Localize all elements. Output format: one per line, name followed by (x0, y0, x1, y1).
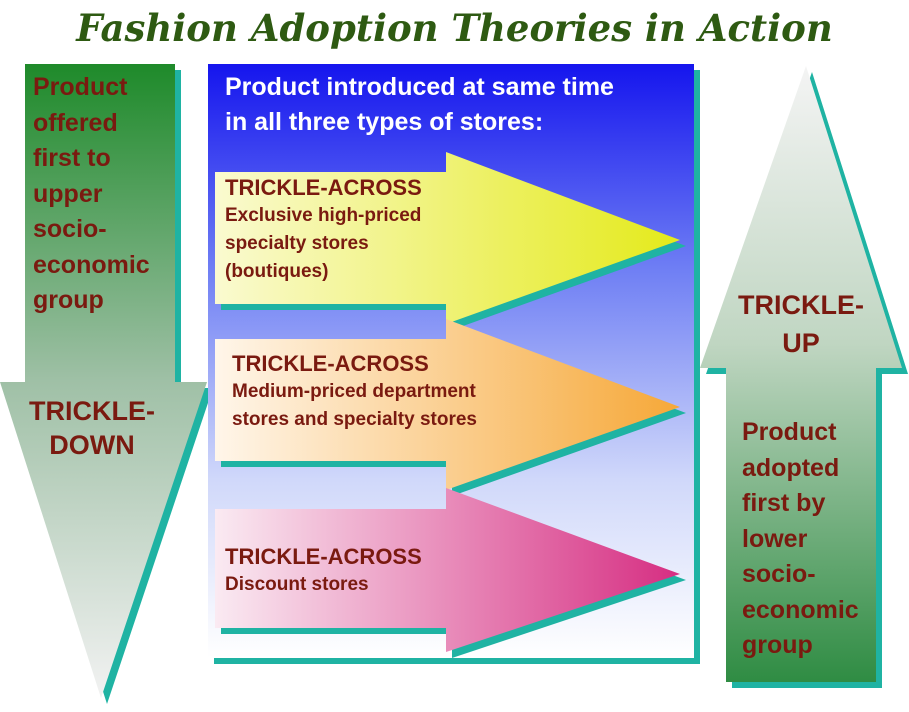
trickle-across-1-text: TRICKLE-ACROSS Exclusive high-priced spe… (225, 174, 495, 286)
text-line: upper (33, 179, 103, 208)
trickle-down-description: Product offered first to upper socio- ec… (33, 70, 183, 319)
trickle-up-description: Product adopted first by lower socio- ec… (742, 415, 892, 664)
trickle-across-arrow-2 (215, 319, 680, 490)
text-line: first by (742, 489, 826, 517)
trickle-across-arrow-1 (215, 152, 680, 324)
text-line: group (742, 631, 813, 659)
arrow-desc-line: Discount stores (225, 574, 369, 595)
arrow-title: TRICKLE-ACROSS (225, 544, 422, 569)
text-line: Product (33, 73, 128, 101)
trickle-across-3-text: TRICKLE-ACROSS Discount stores (225, 543, 525, 599)
text-line: economic (742, 595, 859, 624)
arrow-desc-line: Exclusive high-priced (225, 205, 422, 226)
label-line: TRICKLE- (738, 290, 864, 320)
arrow-title: TRICKLE-ACROSS (232, 351, 429, 376)
trickle-down-label: TRICKLE- DOWN (5, 394, 179, 462)
center-header: Product introduced at same time in all t… (225, 70, 695, 140)
label-line: UP (782, 328, 820, 358)
text-line: economic (33, 250, 150, 279)
header-line: Product introduced at same time (225, 73, 614, 101)
text-line: first to (33, 144, 111, 172)
arrow-desc-line: specialty stores (225, 233, 369, 254)
text-line: adopted (742, 453, 840, 482)
text-line: group (33, 286, 104, 314)
text-line: socio- (33, 215, 107, 243)
label-line: TRICKLE- (29, 396, 155, 426)
text-line: offered (33, 108, 118, 137)
arrow-title: TRICKLE-ACROSS (225, 175, 422, 200)
trickle-up-label: TRICKLE- UP (713, 286, 889, 362)
arrow-desc-line: (boutiques) (225, 261, 329, 282)
trickle-up-arrow (700, 66, 902, 682)
trickle-down-arrow (0, 64, 207, 698)
label-line: DOWN (49, 430, 135, 460)
text-line: socio- (742, 560, 816, 588)
page-title: Fashion Adoption Theories in Action (76, 6, 833, 50)
header-line: in all three types of stores: (225, 108, 544, 136)
trickle-across-2-text: TRICKLE-ACROSS Medium-priced department … (232, 350, 562, 434)
arrow-desc-line: Medium-priced department (232, 381, 476, 402)
trickle-across-arrow-3 (215, 488, 680, 652)
text-line: lower (742, 524, 808, 553)
text-line: Product (742, 418, 837, 446)
arrow-desc-line: stores and specialty stores (232, 409, 477, 430)
